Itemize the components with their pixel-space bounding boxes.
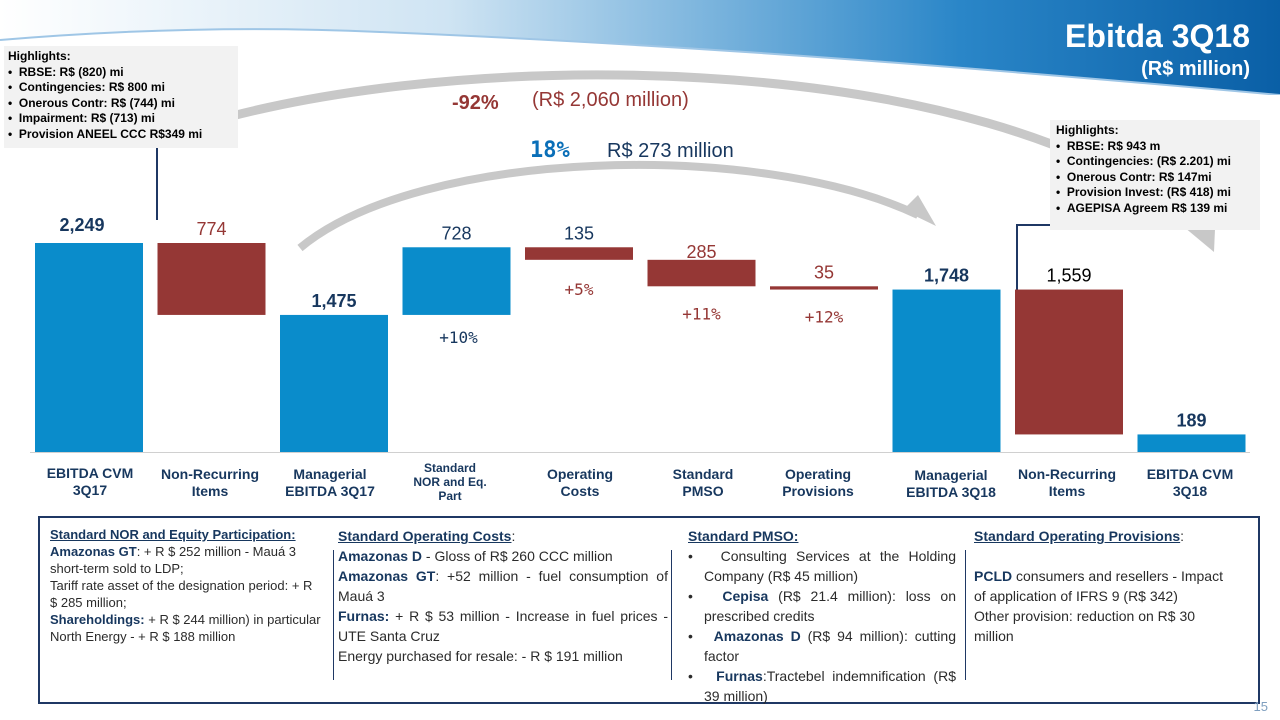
highlight-left-item: Impairment: R$ (713) mi xyxy=(8,111,234,127)
category-label-standard-nor: Standard NOR and Eq. Part xyxy=(413,461,487,503)
category-label-ebitda-cvm-3q17: EBITDA CVM 3Q17 xyxy=(46,465,134,498)
waterfall-bar xyxy=(770,286,878,290)
category-label-managerial-ebitda-3q18: Managerial EBITDA 3Q18 xyxy=(906,467,996,500)
notes-col2-heading: Standard Operating Costs xyxy=(338,528,512,544)
category-label-non-recurring-items-1: Non-Recurring Items xyxy=(161,466,259,499)
notes-col2-furnas: Furnas: xyxy=(338,608,390,624)
highlight-left-item: Onerous Contr: R$ (744) mi xyxy=(8,96,234,112)
waterfall-bar xyxy=(280,314,388,452)
value-label: 1,559 xyxy=(1046,266,1091,286)
notes-col4-line2: Other provision: reduction on R$ 30 mill… xyxy=(974,608,1196,644)
arc-top-amount: (R$ 2,060 million) xyxy=(532,89,689,111)
waterfall-bar xyxy=(402,247,511,315)
notes-col1-line2: Tariff rate asset of the designation per… xyxy=(50,578,313,610)
highlight-right-item: Provision Invest: (R$ 418) mi xyxy=(1056,185,1254,201)
notes-col3-heading: Standard PMSO: xyxy=(688,528,799,544)
highlight-right-item: RBSE: R$ 943 m xyxy=(1056,139,1254,155)
notes-col2-line1: - Gloss of R$ 260 CCC million xyxy=(422,548,613,564)
category-label-non-recurring-items-2: Non-Recurring Items xyxy=(1018,466,1116,499)
highlights-left-title: Highlights: xyxy=(8,49,71,63)
notes-col-operating-provisions: Standard Operating Provisions: PCLD cons… xyxy=(974,526,1236,646)
value-label: 728 xyxy=(441,223,471,243)
notes-col4-heading-suffix: : xyxy=(1180,528,1185,544)
pct-label: +5% xyxy=(565,280,594,299)
value-label: 2,249 xyxy=(59,215,104,235)
waterfall-bar xyxy=(647,259,756,287)
notes-col2-line3: + R $ 53 million - Increase in fuel pric… xyxy=(338,608,668,644)
waterfall-chart: 2,249 774 1,475 728 +10% 135 +5% 285 +11% 35 +12% 1… xyxy=(30,215,1250,453)
notes-col2-amazonas-d: Amazonas D xyxy=(338,548,423,564)
notes-col4-pcld: PCLD xyxy=(974,568,1013,584)
notes-col-standard-pmso: Standard PMSO: • Consulting Services at … xyxy=(688,528,956,704)
notes-divider xyxy=(333,550,334,680)
category-label-managerial-ebitda-3q17: Managerial EBITDA 3Q17 xyxy=(285,466,375,499)
waterfall-bar xyxy=(1137,434,1246,452)
notes-col2-line4: Energy purchased for resale: - R $ 191 m… xyxy=(338,648,623,664)
highlight-right-item: AGEPISA Agreem R$ 139 mi xyxy=(1056,201,1254,217)
waterfall-bar xyxy=(1015,289,1123,435)
highlights-right-title: Highlights: xyxy=(1056,123,1119,137)
notes-col3-furnas: Furnas xyxy=(716,668,763,684)
page-number: 15 xyxy=(1253,699,1268,714)
notes-divider xyxy=(965,550,966,680)
category-label-standard-pmso: Standard PMSO xyxy=(672,466,734,499)
highlight-left-item: Contingencies: R$ 800 mi xyxy=(8,80,234,96)
value-label: 135 xyxy=(564,223,594,243)
highlight-left-item: Provision ANEEL CCC R$349 mi xyxy=(8,127,234,143)
value-label: 285 xyxy=(686,242,716,262)
notes-col1-shareholdings: Shareholdings: xyxy=(50,612,145,627)
arc-bottom-pct: 18% xyxy=(530,138,570,163)
notes-col4-line1: consumers and resellers - Impact of appl… xyxy=(974,568,1223,604)
small-arc-arrowhead-icon xyxy=(903,195,936,226)
category-label-ebitda-cvm-3q18: EBITDA CVM 3Q18 xyxy=(1146,466,1234,499)
page-title: Ebitda 3Q18 xyxy=(1065,18,1250,54)
highlights-left-box: Highlights: RBSE: R$ (820) mi Contingenc… xyxy=(4,46,238,148)
notes-col-operating-costs: Standard Operating Costs: Amazonas D - G… xyxy=(338,526,668,666)
small-arc-arrow xyxy=(297,161,920,252)
notes-col2-heading-suffix: : xyxy=(511,528,516,544)
notes-col3-item4: :Tractebel indemnification (R$ 39 millio… xyxy=(704,668,956,704)
notes-col1-line3: + R $ 244 million) in particular North E… xyxy=(50,612,321,644)
highlight-left-item: RBSE: R$ (820) mi xyxy=(8,65,234,81)
waterfall-bar xyxy=(892,289,1001,452)
pct-label: +10% xyxy=(439,328,478,347)
notes-col3-amazonas-d: Amazonas D xyxy=(713,628,801,644)
highlights-right-box: Highlights: RBSE: R$ 943 m Contingencies… xyxy=(1050,120,1260,230)
pct-label: +11% xyxy=(682,304,721,323)
waterfall-bar xyxy=(525,247,633,260)
notes-col4-heading: Standard Operating Provisions xyxy=(974,528,1181,544)
notes-col3-item1: Consulting Services at the Holding Compa… xyxy=(704,548,956,584)
category-label-operating-costs: Operating Costs xyxy=(546,466,614,499)
notes-col2-amazonas-gt: Amazonas GT xyxy=(338,568,436,584)
highlight-right-item: Contingencies: (R$ 2.201) mi xyxy=(1056,154,1254,170)
notes-col1-amazonas-gt: Amazonas GT xyxy=(50,544,137,559)
notes-col3-cepisa: Cepisa xyxy=(722,588,769,604)
value-label: 1,475 xyxy=(311,291,356,311)
category-label-operating-provisions: Operating Provisions xyxy=(782,466,854,499)
highlight-right-item: Onerous Contr: R$ 147mi xyxy=(1056,170,1254,186)
value-label: 1,748 xyxy=(924,266,969,286)
notes-col1-line1: : + R $ 252 million - Mauá 3 short-term … xyxy=(50,544,297,576)
notes-col2-line2: : +52 million - fuel consumption of Mauá… xyxy=(338,568,668,604)
value-label: 35 xyxy=(814,262,834,282)
notes-col-standard-nor: Standard NOR and Equity Participation: A… xyxy=(50,526,322,645)
arc-top-pct: -92% xyxy=(452,92,499,114)
notes-col3-item3: (R$ 94 million): cutting factor xyxy=(704,628,956,664)
header-band xyxy=(0,0,1280,95)
value-label: 189 xyxy=(1176,410,1206,430)
waterfall-bar xyxy=(157,243,266,315)
waterfall-bar xyxy=(35,243,143,452)
notes-col3-item2: (R$ 21.4 million): loss on prescribed cr… xyxy=(704,588,956,624)
arc-bottom-amount: R$ 273 million xyxy=(607,140,734,162)
notes-box xyxy=(38,516,1260,704)
notes-divider xyxy=(671,550,672,680)
value-label: 774 xyxy=(196,219,226,239)
notes-col1-heading: Standard NOR and Equity Participation: xyxy=(50,527,296,542)
page-subtitle: (R$ million) xyxy=(1141,58,1250,80)
pct-label: +12% xyxy=(805,308,844,327)
